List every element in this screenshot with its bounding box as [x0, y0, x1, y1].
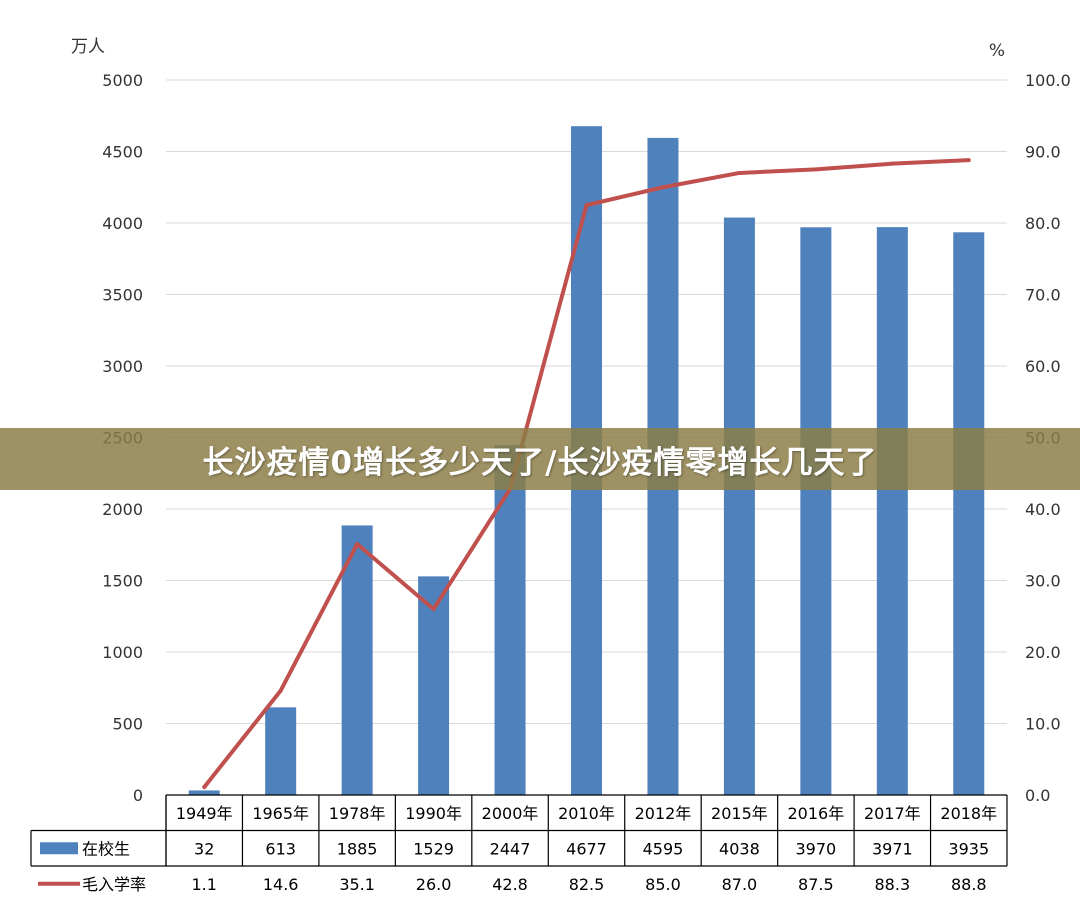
category-label: 2015年 — [711, 804, 768, 823]
line-point — [813, 167, 818, 172]
left-tick-label: 500 — [112, 715, 143, 734]
right-tick-label: 70.0 — [1025, 286, 1061, 305]
line-point — [355, 542, 360, 547]
right-tick-label: 40.0 — [1025, 500, 1061, 519]
table-value: 1885 — [337, 840, 378, 859]
table-value: 82.5 — [569, 875, 605, 894]
table-value: 85.0 — [645, 875, 681, 894]
right-tick-label: 60.0 — [1025, 357, 1061, 376]
left-tick-label: 3500 — [102, 286, 143, 305]
left-axis-unit: 万人 — [71, 37, 105, 57]
left-tick-label: 4000 — [102, 214, 143, 233]
bar — [723, 217, 755, 796]
left-tick-label: 5000 — [102, 71, 143, 90]
table-value: 1529 — [413, 840, 454, 859]
line-point — [660, 185, 665, 190]
data-table: 1949年 1965年 1978年 1990年 2000年 2010年 2012年 2015年… — [30, 794, 1008, 894]
right-tick-label: 20.0 — [1025, 643, 1061, 662]
legend-swatch-bar — [40, 842, 78, 855]
table-value: 3935 — [948, 840, 989, 859]
bar — [494, 445, 526, 795]
left-tick-label: 3000 — [102, 357, 143, 376]
category-label: 2018年 — [940, 804, 997, 823]
line-point — [890, 161, 895, 166]
bar — [341, 525, 373, 795]
line-point — [202, 785, 207, 790]
category-label: 1949年 — [176, 804, 233, 823]
table-value: 1.1 — [192, 875, 217, 894]
category-label: 2016年 — [787, 804, 844, 823]
left-tick-label: 1000 — [102, 643, 143, 662]
right-tick-label: 100.0 — [1025, 71, 1071, 90]
table-value: 88.3 — [875, 875, 911, 894]
banner-title: 长沙疫情0增长多少天了/长沙疫情零增长几天了 — [202, 444, 878, 481]
table-value: 42.8 — [492, 875, 528, 894]
line-point — [584, 203, 589, 208]
table-value: 613 — [265, 840, 296, 859]
bar — [953, 232, 985, 796]
category-label: 2000年 — [482, 804, 539, 823]
series-name: 毛入学率 — [82, 875, 146, 894]
left-tick-label: 0 — [133, 786, 143, 805]
table-value: 87.5 — [798, 875, 834, 894]
line-point — [278, 688, 283, 693]
category-label: 1990年 — [405, 804, 462, 823]
category-label: 1978年 — [329, 804, 386, 823]
right-tick-label: 80.0 — [1025, 214, 1061, 233]
table-value: 35.1 — [339, 875, 375, 894]
table-value: 3970 — [796, 840, 837, 859]
table-value: 32 — [194, 840, 214, 859]
line-point — [737, 170, 742, 175]
left-tick-label: 4500 — [102, 143, 143, 162]
bar — [418, 576, 450, 795]
table-value: 26.0 — [416, 875, 452, 894]
right-tick-label: 90.0 — [1025, 143, 1061, 162]
bar — [876, 227, 908, 796]
bar — [800, 227, 832, 796]
right-tick-label: 10.0 — [1025, 715, 1061, 734]
table-value: 88.8 — [951, 875, 987, 894]
right-tick-label: 30.0 — [1025, 572, 1061, 591]
bar — [265, 707, 297, 795]
series-name: 在校生 — [82, 840, 130, 859]
title-banner: 长沙疫情0增长多少天了/长沙疫情零增长几天了 — [0, 428, 1080, 490]
table-value: 3971 — [872, 840, 913, 859]
table-value: 14.6 — [263, 875, 299, 894]
left-tick-label: 1500 — [102, 572, 143, 591]
right-tick-label: 0.0 — [1025, 786, 1050, 805]
category-label: 1965年 — [252, 804, 309, 823]
table-value: 4038 — [719, 840, 760, 859]
axes: 万人 % 05001000150020002500300035004000450… — [71, 37, 1071, 805]
category-label: 2012年 — [635, 804, 692, 823]
left-tick-label: 2000 — [102, 500, 143, 519]
line-point — [431, 607, 436, 612]
bar — [188, 790, 220, 795]
table-value: 87.0 — [722, 875, 758, 894]
line-point — [966, 158, 971, 163]
table-value: 2447 — [490, 840, 531, 859]
table-value: 4595 — [643, 840, 684, 859]
right-axis-unit: % — [989, 41, 1005, 61]
category-label: 2017年 — [864, 804, 921, 823]
category-label: 2010年 — [558, 804, 615, 823]
table-value: 4677 — [566, 840, 607, 859]
